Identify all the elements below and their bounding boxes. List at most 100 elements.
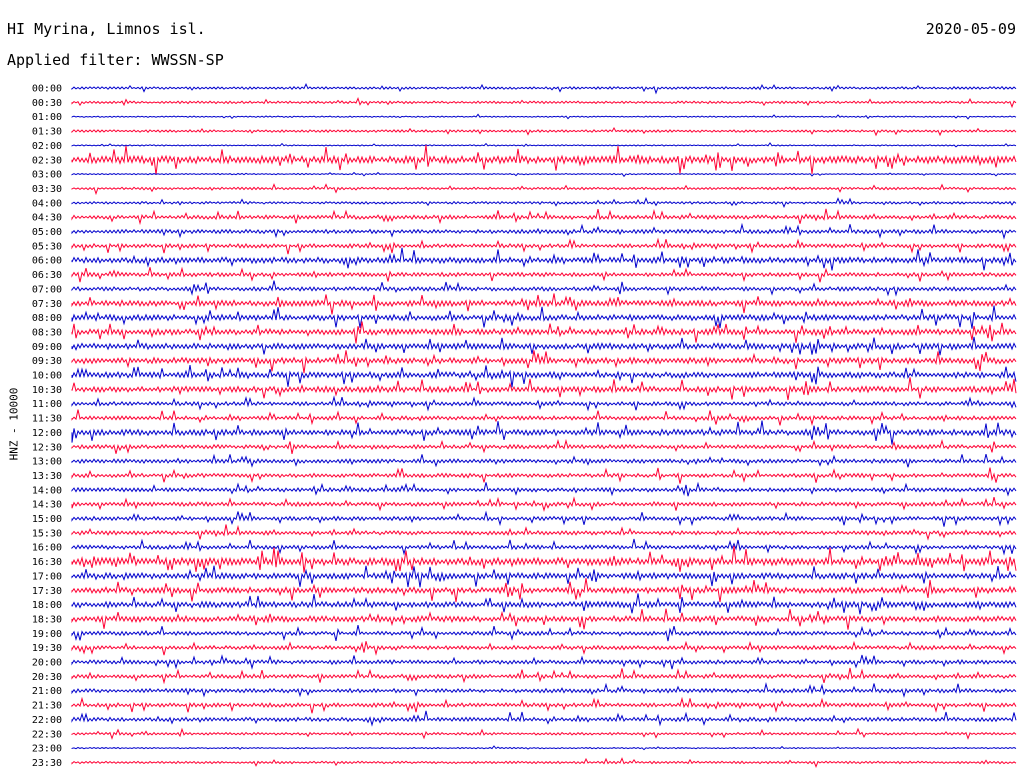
seismic-trace	[71, 145, 1017, 175]
row-time-label: 16:30	[32, 557, 62, 568]
row-time-label: 04:00	[32, 198, 62, 209]
row-time-label: 23:00	[32, 744, 62, 755]
row-time-label: 15:00	[32, 514, 62, 525]
seismic-trace	[71, 696, 1017, 714]
seismic-trace	[71, 565, 1017, 588]
row-time-label: 07:00	[32, 284, 62, 295]
row-time-label: 21:00	[32, 686, 62, 697]
seismic-trace	[71, 682, 1017, 698]
seismic-trace	[71, 350, 1017, 374]
seismic-trace	[71, 365, 1017, 388]
row-time-label: 10:00	[32, 371, 62, 382]
row-time-label: 21:30	[32, 701, 62, 712]
row-time-label: 02:00	[32, 141, 62, 152]
seismic-trace	[71, 757, 1017, 768]
row-time-label: 22:30	[32, 729, 62, 740]
seismic-trace	[71, 113, 1017, 120]
seismic-trace	[71, 593, 1017, 615]
seismic-trace	[71, 524, 1017, 541]
row-time-label: 09:30	[32, 356, 62, 367]
row-time-label: 23:30	[32, 758, 62, 769]
row-time-label: 17:00	[32, 571, 62, 582]
row-time-label: 02:30	[32, 155, 62, 166]
seismic-trace	[71, 710, 1017, 727]
seismic-trace	[71, 608, 1017, 630]
seismic-trace	[71, 667, 1017, 685]
seismic-trace	[71, 293, 1017, 315]
row-time-label: 14:30	[32, 500, 62, 511]
row-time-label: 16:00	[32, 543, 62, 554]
row-time-label: 07:30	[32, 299, 62, 310]
seismic-trace	[71, 126, 1017, 137]
seismic-trace	[71, 510, 1017, 527]
row-time-label: 10:30	[32, 385, 62, 396]
row-time-label: 06:00	[32, 256, 62, 267]
row-time-label: 22:00	[32, 715, 62, 726]
seismic-trace	[71, 222, 1017, 240]
row-time-label: 08:00	[32, 313, 62, 324]
station-title: HI Myrina, Limnos isl.	[7, 20, 206, 38]
seismic-trace	[71, 745, 1017, 751]
seismic-trace	[71, 266, 1017, 283]
row-time-label: 11:00	[32, 399, 62, 410]
row-time-label: 04:30	[32, 213, 62, 224]
seismic-trace	[71, 496, 1017, 513]
seismic-trace	[71, 395, 1017, 412]
seismic-trace	[71, 183, 1017, 196]
row-time-label: 03:30	[32, 184, 62, 195]
seismic-trace	[71, 409, 1017, 426]
row-time-label: 18:30	[32, 614, 62, 625]
seismic-trace	[71, 377, 1017, 401]
seismic-trace	[71, 237, 1017, 255]
seismic-trace	[71, 727, 1017, 740]
filter-label: Applied filter: WWSSN-SP	[7, 51, 224, 69]
row-time-label: 19:00	[32, 629, 62, 640]
row-time-label: 01:30	[32, 127, 62, 138]
row-time-label: 18:00	[32, 600, 62, 611]
date-label: 2020-05-09	[925, 20, 1016, 38]
row-time-label: 15:30	[32, 528, 62, 539]
row-time-label: 12:00	[32, 428, 62, 439]
row-time-label: 20:00	[32, 658, 62, 669]
seismic-trace	[71, 640, 1017, 656]
seismic-trace	[71, 538, 1017, 556]
row-time-label: 11:30	[32, 414, 62, 425]
seismic-trace	[71, 197, 1017, 208]
seismic-trace	[71, 467, 1017, 484]
seismic-trace	[71, 453, 1017, 468]
row-time-label: 01:00	[32, 112, 62, 123]
seismic-trace	[71, 545, 1017, 573]
row-time-label: 14:00	[32, 485, 62, 496]
seismic-trace	[71, 654, 1017, 670]
seismic-trace	[71, 83, 1017, 95]
seismic-trace	[71, 321, 1017, 344]
seismic-trace	[71, 578, 1017, 603]
seismic-trace	[71, 171, 1017, 178]
row-time-label: 09:00	[32, 342, 62, 353]
row-time-label: 06:30	[32, 270, 62, 281]
row-time-label: 13:30	[32, 471, 62, 482]
row-time-label: 03:00	[32, 170, 62, 181]
seismic-trace	[71, 420, 1017, 445]
row-time-label: 00:00	[32, 84, 62, 95]
seismic-trace	[71, 336, 1017, 356]
row-time-label: 00:30	[32, 98, 62, 109]
row-time-label: 12:30	[32, 442, 62, 453]
row-time-label: 19:30	[32, 643, 62, 654]
seismic-trace	[71, 96, 1017, 109]
row-time-label: 20:30	[32, 672, 62, 683]
seismic-trace	[71, 305, 1017, 329]
row-time-label: 05:30	[32, 241, 62, 252]
row-time-label: 08:30	[32, 327, 62, 338]
row-time-label: 13:00	[32, 457, 62, 468]
seismic-trace	[71, 208, 1017, 226]
seismic-trace	[71, 624, 1017, 642]
seismic-trace	[71, 438, 1017, 455]
seismic-trace	[71, 280, 1017, 297]
row-time-label: 17:30	[32, 586, 62, 597]
seismic-trace	[71, 481, 1017, 497]
seismic-trace	[71, 142, 1017, 148]
seismic-trace	[71, 247, 1017, 271]
row-time-label: 05:00	[32, 227, 62, 238]
